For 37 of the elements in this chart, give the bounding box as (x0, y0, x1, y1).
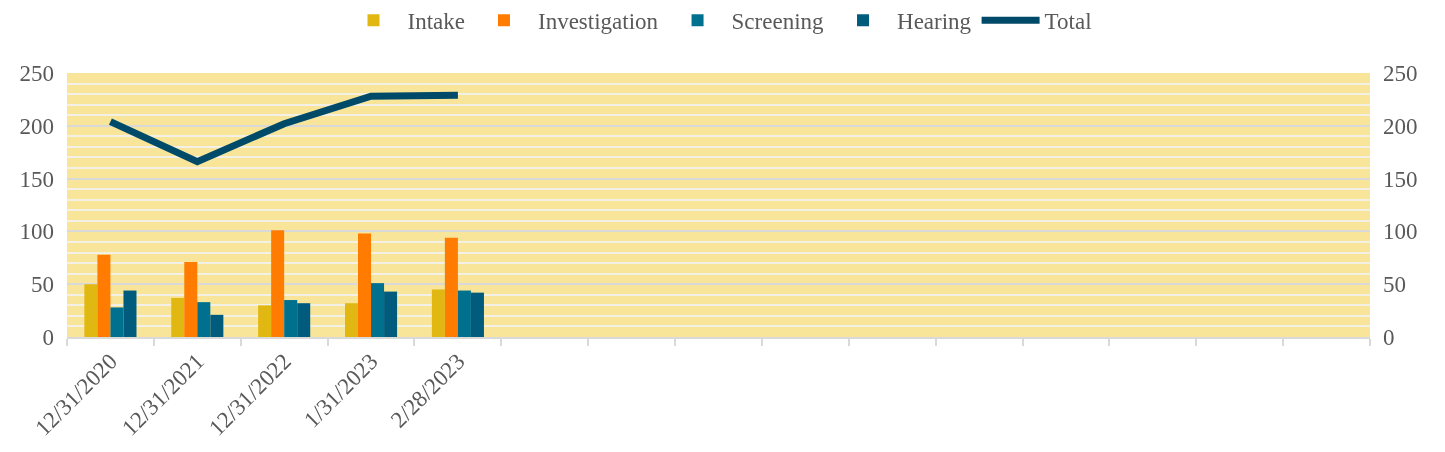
y2-tick-label: 0 (1383, 325, 1395, 351)
y-tick-label: 150 (19, 166, 54, 192)
legend-label: Total (1044, 9, 1092, 35)
bar (284, 300, 298, 337)
y2-tick-label: 250 (1383, 61, 1418, 87)
bar (123, 290, 137, 337)
bar (344, 303, 358, 337)
bar (384, 291, 398, 337)
bar (210, 314, 224, 337)
y2-tick-label: 200 (1383, 113, 1418, 139)
legend-label: Intake (407, 9, 465, 35)
bar (184, 262, 198, 337)
y-tick-label: 0 (42, 325, 54, 351)
bar (371, 283, 385, 337)
bar (297, 303, 311, 337)
bar (470, 292, 484, 337)
bar (431, 289, 445, 337)
y-tick-label: 50 (31, 272, 54, 298)
bar (97, 254, 111, 337)
bar (258, 305, 272, 337)
bar (457, 290, 471, 337)
y2-tick-label: 100 (1383, 219, 1418, 245)
bar (84, 284, 98, 337)
legend-label: Hearing (897, 9, 972, 35)
y2-tick-label: 50 (1383, 272, 1406, 298)
y-tick-label: 250 (19, 61, 54, 87)
y-tick-label: 200 (19, 113, 54, 139)
legend-label: Screening (731, 9, 825, 35)
bar (358, 233, 372, 337)
bar (197, 302, 211, 337)
bar (171, 297, 185, 337)
y-tick-label: 100 (19, 219, 54, 245)
legend-label: Investigation (537, 9, 659, 35)
bar (110, 307, 124, 337)
bar (271, 230, 285, 337)
y2-tick-label: 150 (1383, 166, 1418, 192)
bar (444, 237, 458, 337)
